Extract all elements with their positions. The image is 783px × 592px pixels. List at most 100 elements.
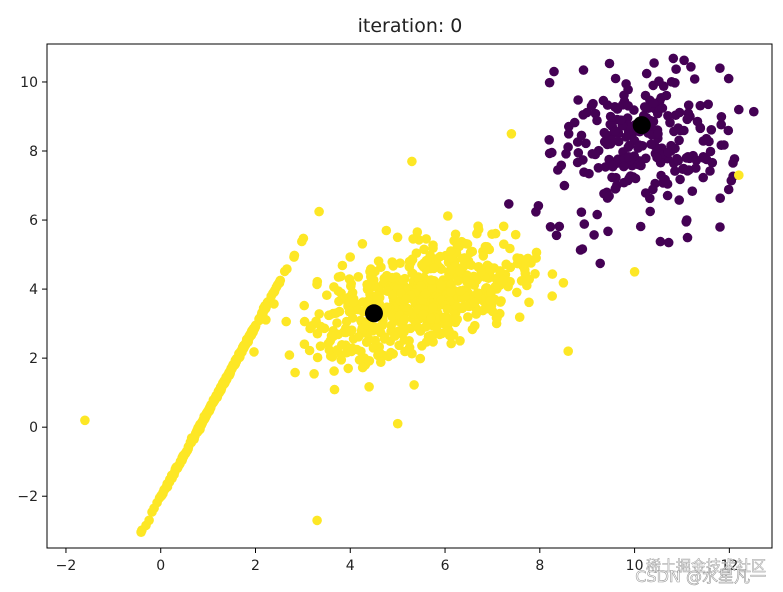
point-cluster-0 (575, 245, 586, 255)
point-cluster-0 (610, 102, 620, 112)
point-cluster-1 (349, 296, 359, 307)
point-cluster-1 (514, 312, 525, 323)
point-cluster-0 (613, 136, 624, 147)
point-cluster-1 (324, 310, 334, 321)
point-cluster-1 (440, 313, 451, 323)
point-cluster-0 (603, 226, 613, 237)
point-cluster-0 (578, 65, 589, 75)
point-cluster-1 (466, 260, 477, 271)
point-cluster-1 (505, 243, 515, 254)
point-cluster-0 (576, 207, 587, 217)
point-cluster-1 (369, 322, 380, 332)
point-cluster-1 (467, 246, 478, 257)
point-cluster-0 (619, 161, 629, 172)
point-cluster-0 (533, 201, 544, 211)
point-cluster-0 (586, 101, 597, 111)
point-cluster-1 (446, 338, 457, 349)
point-cluster-0 (579, 219, 590, 229)
point-cluster-0 (648, 80, 658, 91)
point-cluster-0 (698, 136, 709, 146)
point-cluster-1 (269, 299, 279, 309)
point-cluster-1 (531, 253, 541, 263)
point-cluster-0 (682, 232, 693, 243)
point-cluster-0 (734, 104, 744, 115)
point-cluster-0 (716, 119, 726, 130)
x-tick-label: 4 (346, 558, 355, 574)
point-cluster-0 (687, 186, 698, 196)
point-cluster-1 (428, 243, 438, 253)
point-cluster-1 (361, 337, 372, 348)
point-cluster-0 (691, 163, 701, 173)
point-cluster-0 (592, 115, 602, 126)
point-cluster-1 (193, 423, 203, 433)
point-cluster-0 (579, 167, 589, 177)
point-cluster-0 (723, 125, 734, 136)
point-cluster-1 (451, 314, 462, 324)
point-cluster-1 (357, 362, 368, 373)
point-cluster-0 (705, 166, 715, 176)
point-cluster-1 (498, 275, 509, 286)
point-cluster-1 (442, 304, 453, 315)
y-tick-label: 4 (29, 282, 38, 298)
point-cluster-0 (573, 95, 583, 105)
point-cluster-1 (420, 288, 431, 299)
y-tick-label: 6 (29, 213, 38, 229)
point-cluster-1 (472, 228, 482, 239)
point-cluster-0 (635, 221, 646, 232)
point-cluster-1 (453, 276, 463, 286)
point-cluster-0 (559, 180, 570, 191)
point-cluster-0 (615, 115, 626, 125)
point-cluster-1 (399, 314, 410, 325)
point-cluster-1 (399, 335, 410, 345)
point-cluster-0 (671, 64, 681, 74)
point-cluster-1 (357, 239, 368, 249)
point-cluster-0 (686, 62, 696, 72)
point-cluster-1 (147, 507, 157, 517)
point-cluster-1 (436, 280, 447, 291)
point-cluster-1 (290, 367, 300, 378)
point-cluster-0 (551, 230, 562, 241)
point-cluster-1 (297, 236, 307, 247)
point-cluster-1 (289, 250, 300, 261)
point-cluster-1 (279, 266, 290, 277)
point-cluster-1 (426, 330, 437, 340)
point-cluster-1 (457, 253, 468, 264)
point-cluster-1 (407, 254, 418, 264)
point-cluster-0 (556, 160, 567, 171)
point-cluster-1 (395, 258, 405, 269)
point-cluster-1 (427, 283, 437, 293)
point-cluster-0 (554, 221, 565, 232)
y-tick-label: 0 (29, 420, 38, 436)
point-cluster-0 (675, 174, 685, 185)
point-cluster-1 (506, 129, 517, 139)
point-cluster-0 (563, 129, 574, 139)
point-cluster-0 (578, 110, 588, 120)
x-axis: −2 0 2 4 6 8 10 12 (56, 548, 738, 574)
point-cluster-0 (662, 179, 673, 189)
point-cluster-0 (589, 230, 599, 240)
point-cluster-1 (734, 170, 744, 180)
point-cluster-1 (476, 266, 487, 277)
point-cluster-0 (655, 236, 666, 247)
point-cluster-1 (446, 246, 456, 256)
point-cluster-0 (573, 148, 584, 158)
point-cluster-0 (728, 158, 738, 168)
point-cluster-1 (304, 345, 315, 356)
point-cluster-1 (398, 275, 409, 285)
point-cluster-0 (663, 111, 673, 121)
point-cluster-1 (216, 382, 226, 392)
point-cluster-1 (558, 278, 569, 288)
point-cluster-1 (415, 353, 426, 364)
point-cluster-1 (305, 323, 315, 334)
point-cluster-1 (400, 346, 410, 357)
point-cluster-1 (409, 380, 419, 390)
point-cluster-0 (593, 163, 604, 173)
point-cluster-0 (569, 117, 580, 128)
point-cluster-0 (595, 258, 605, 269)
point-cluster-1 (379, 334, 390, 344)
point-cluster-0 (673, 155, 683, 166)
point-cluster-1 (372, 290, 382, 301)
point-cluster-0 (706, 125, 717, 135)
point-cluster-1 (418, 309, 429, 320)
point-cluster-1 (522, 280, 532, 291)
